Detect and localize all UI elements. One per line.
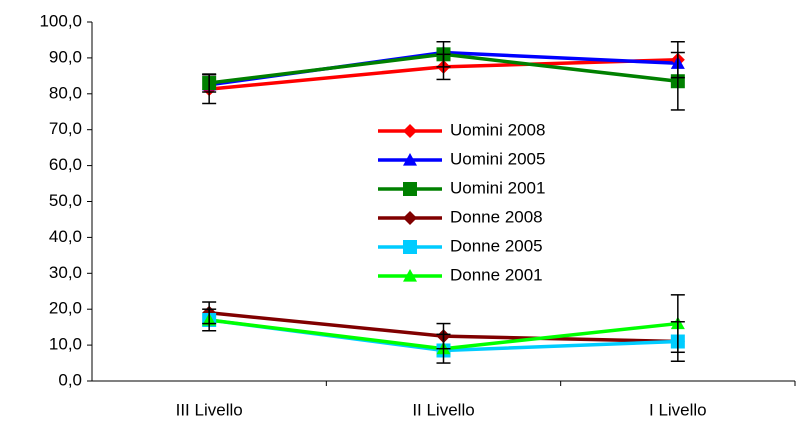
error-bar — [436, 333, 451, 364]
error-bar — [202, 308, 217, 332]
y-tick-label: 40,0 — [49, 227, 82, 246]
legend-label: Donne 2005 — [450, 236, 543, 255]
legend-label: Donne 2008 — [450, 207, 543, 226]
legend-label: Uomini 2008 — [450, 120, 545, 139]
x-tick-label: I Livello — [649, 400, 707, 419]
x-tick-label: III Livello — [176, 400, 243, 419]
error-bar — [670, 294, 685, 354]
y-tick-label: 90,0 — [49, 47, 82, 66]
legend-marker — [403, 269, 417, 282]
error-bar — [670, 51, 685, 111]
legend-marker — [403, 211, 417, 225]
legend-marker — [403, 240, 417, 254]
y-tick-label: 30,0 — [49, 263, 82, 282]
error-bar — [436, 40, 451, 68]
legend-label: Donne 2001 — [450, 265, 543, 284]
y-tick-label: 70,0 — [49, 119, 82, 138]
y-tick-label: 80,0 — [49, 83, 82, 102]
y-tick-label: 0,0 — [58, 370, 82, 389]
legend-label: Uomini 2001 — [450, 178, 545, 197]
y-tick-label: 60,0 — [49, 155, 82, 174]
x-tick-label: II Livello — [412, 400, 474, 419]
legend-marker — [403, 153, 417, 166]
y-tick-label: 50,0 — [49, 191, 82, 210]
y-tick-label: 10,0 — [49, 335, 82, 354]
legend-marker — [403, 182, 417, 196]
y-tick-label: 100,0 — [39, 11, 82, 30]
y-tick-label: 20,0 — [49, 299, 82, 318]
legend-marker — [403, 124, 417, 138]
legend-label: Uomini 2005 — [450, 149, 545, 168]
error-bar — [202, 73, 217, 93]
